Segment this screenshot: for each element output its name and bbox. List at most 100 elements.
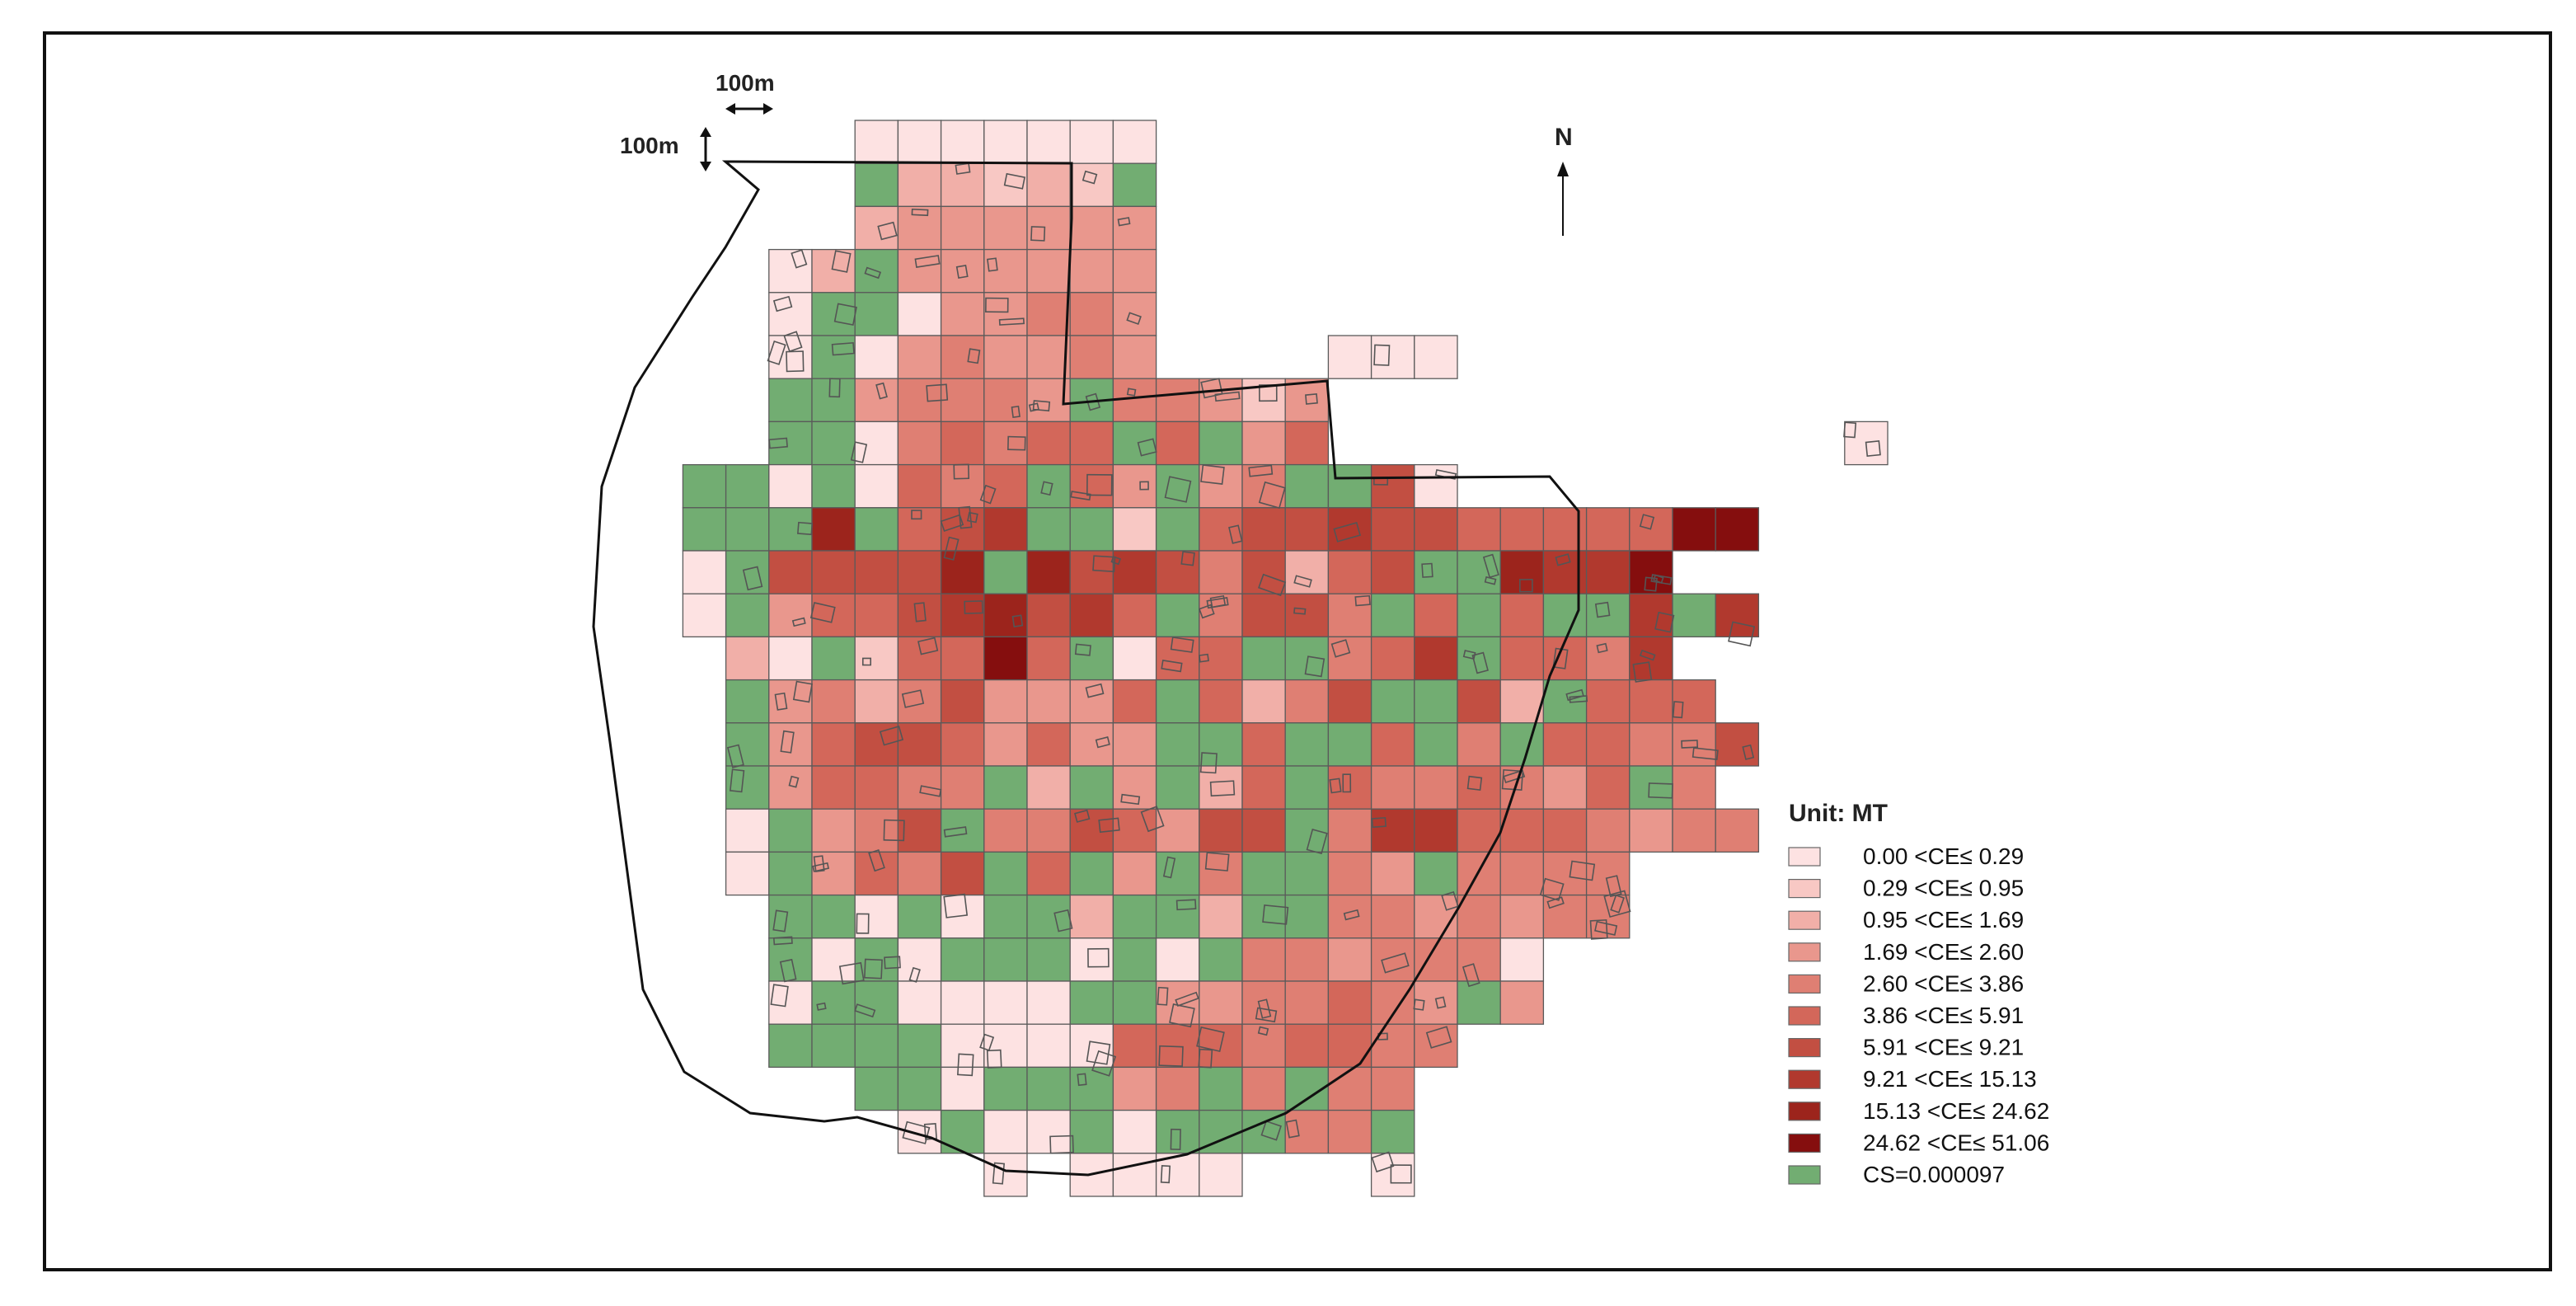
- grid-cell: [768, 292, 813, 336]
- grid-cell: [811, 335, 856, 379]
- grid-cell: [1370, 463, 1415, 509]
- building-footprints: [726, 162, 1881, 1185]
- building-outline: [779, 958, 797, 983]
- grid-cell: [1542, 550, 1588, 594]
- grid-cell: [1284, 593, 1330, 638]
- grid-cell: [1069, 120, 1114, 164]
- building-outline: [1471, 651, 1489, 674]
- grid-cell: [1199, 679, 1243, 724]
- building-outline: [957, 1053, 974, 1077]
- building-outline: [1373, 344, 1391, 366]
- building-outline: [883, 819, 905, 842]
- grid-cell: [897, 937, 942, 982]
- grid-cell: [1457, 894, 1501, 939]
- grid-cell: [983, 205, 1028, 251]
- grid-cell: [1585, 765, 1631, 810]
- grid-cell: [1370, 679, 1415, 724]
- building-outline: [1053, 909, 1073, 933]
- grid-cell: [1284, 980, 1330, 1025]
- grid-cell: [1542, 894, 1588, 939]
- grid-cell: [1370, 1109, 1415, 1154]
- grid-cell: [1370, 507, 1415, 552]
- building-outline: [1425, 1026, 1452, 1049]
- building-outline: [1161, 659, 1183, 673]
- grid-cell: [1069, 420, 1114, 466]
- grid-cell: [897, 894, 942, 939]
- grid-cell: [897, 851, 942, 896]
- grid-cell: [1585, 722, 1631, 767]
- building-outline: [1285, 1119, 1300, 1139]
- legend-label: 15.13 <CE≤ 24.62: [1863, 1098, 2049, 1124]
- grid-cell: [1112, 636, 1157, 681]
- grid-cell: [1155, 937, 1200, 982]
- grid-cell: [1284, 722, 1330, 767]
- grid-cell: [1370, 722, 1415, 767]
- grid-cell: [940, 463, 985, 509]
- building-outline: [1040, 481, 1053, 496]
- grid-cell: [1284, 937, 1330, 982]
- north-arrow-icon: [1557, 162, 1569, 236]
- grid-cell: [1499, 636, 1545, 681]
- grid-cell: [1069, 808, 1114, 853]
- grid-cell: [811, 679, 856, 724]
- grid-cell: [940, 162, 985, 208]
- grid-cell: [1026, 162, 1071, 208]
- legend-item: 1.69 <CE≤ 2.60: [1788, 939, 2024, 965]
- building-outline: [774, 692, 788, 711]
- building-outline: [1293, 575, 1312, 588]
- grid-cell: [1457, 722, 1501, 767]
- legend-swatch: [1788, 1037, 1821, 1058]
- building-outline: [868, 848, 885, 872]
- building-outline: [729, 768, 745, 793]
- building-outline: [792, 680, 813, 703]
- building-outline: [864, 266, 882, 280]
- building-outline: [1169, 1003, 1195, 1028]
- building-outline: [770, 984, 789, 1008]
- grid-cell: [811, 980, 856, 1025]
- grid-cell: [897, 636, 942, 681]
- legend-item: 3.86 <CE≤ 5.91: [1788, 1003, 2024, 1028]
- building-outline: [1672, 701, 1684, 719]
- building-outline: [1158, 1045, 1184, 1067]
- grid-cell: [1155, 593, 1200, 638]
- grid-cell: [854, 507, 899, 552]
- grid-cell: [811, 894, 856, 939]
- grid-cell: [1414, 507, 1458, 552]
- grid-cell: [1327, 851, 1372, 896]
- legend-items: 0.00 <CE≤ 0.29 0.29 <CE≤ 0.95 0.95 <CE≤ 1.…: [1788, 843, 2049, 1187]
- grid-cell: [983, 1109, 1028, 1154]
- legend-label: 2.60 <CE≤ 3.86: [1863, 970, 2024, 996]
- grid-cell: [1155, 679, 1200, 724]
- grid-cell: [1457, 593, 1501, 638]
- building-outline: [1482, 553, 1499, 579]
- building-outline: [1074, 643, 1091, 656]
- grid-cell: [768, 765, 813, 810]
- grid-cell: [940, 593, 985, 638]
- grid-cell: [1069, 1066, 1114, 1111]
- building-outline: [1632, 661, 1653, 683]
- grid-cell: [1112, 980, 1157, 1025]
- grid-cell: [1672, 765, 1716, 810]
- building-outline: [1306, 829, 1328, 855]
- grid-cell: [1284, 808, 1330, 853]
- grid-cell: [940, 894, 985, 939]
- grid-cell: [725, 722, 770, 767]
- grid-cell: [768, 980, 813, 1025]
- grid-cell: [1155, 636, 1200, 681]
- building-outline: [1304, 655, 1326, 678]
- grid-cell: [1199, 765, 1243, 810]
- building-outline: [1539, 877, 1565, 901]
- building-outline: [1091, 1050, 1117, 1077]
- grid-cell: [854, 722, 899, 767]
- grid-cell: [1715, 808, 1760, 853]
- grid-cell: [1370, 894, 1415, 939]
- grid-cell: [897, 722, 942, 767]
- building-outline: [1654, 611, 1675, 633]
- building-outline: [854, 1003, 876, 1018]
- grid-cell: [1370, 765, 1415, 810]
- grid-cell: [1585, 679, 1631, 724]
- legend-label: 0.00 <CE≤ 0.29: [1863, 843, 2024, 869]
- building-outline: [1209, 780, 1236, 797]
- building-outline: [1162, 856, 1176, 879]
- grid-cell: [1457, 937, 1501, 982]
